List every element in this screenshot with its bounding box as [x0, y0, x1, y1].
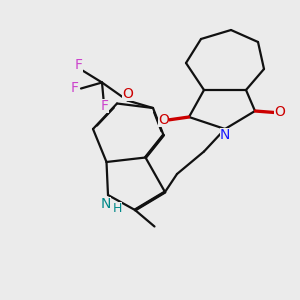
Text: F: F — [101, 99, 109, 112]
Text: H: H — [113, 202, 122, 215]
Text: N: N — [220, 128, 230, 142]
Text: O: O — [122, 87, 133, 101]
Text: O: O — [274, 106, 285, 119]
Text: N: N — [100, 197, 111, 211]
Text: F: F — [75, 58, 83, 72]
Text: O: O — [158, 113, 169, 127]
Text: F: F — [70, 82, 78, 95]
